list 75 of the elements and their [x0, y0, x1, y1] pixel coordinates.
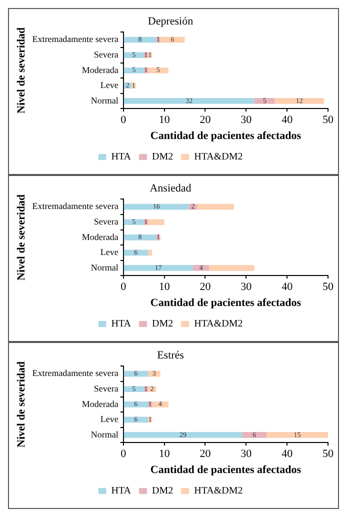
legend-label: HTA: [111, 486, 132, 497]
x-tick-label: 40: [282, 448, 294, 460]
y-tick-label: Normal: [90, 429, 119, 440]
bar: [124, 204, 189, 210]
bar: [124, 265, 193, 271]
bar: [124, 234, 156, 240]
bar: [124, 36, 156, 43]
chart-title: Ansiedad: [150, 182, 192, 194]
y-axis-title: Nivel de severidad: [15, 27, 28, 114]
legend-label: HTA: [111, 318, 132, 330]
x-tick-label: 20: [200, 281, 212, 294]
bar: [197, 204, 234, 210]
bar: [124, 219, 144, 226]
y-axis-title: Nivel de severidad: [15, 194, 28, 280]
bar: [124, 401, 148, 408]
x-axis-title: Cantidad de pacientes afectados: [150, 464, 302, 476]
legend-label: DM2: [152, 318, 174, 330]
x-tick-label: 0: [120, 448, 127, 460]
x-tick-label: 30: [240, 281, 252, 294]
x-tick-label: 30: [240, 114, 252, 126]
legend-label: DM2: [152, 486, 174, 497]
bar: [148, 219, 164, 226]
x-tick-label: 40: [282, 114, 294, 126]
x-tick-label: 10: [158, 448, 170, 460]
y-tick-label: Leve: [100, 247, 118, 258]
bar: [124, 386, 144, 392]
y-tick-label: Moderada: [82, 232, 118, 242]
x-tick-label: 10: [158, 281, 170, 294]
legend-label: HTA&DM2: [194, 318, 243, 330]
bar: [148, 67, 168, 74]
bar: [152, 401, 168, 408]
bar: [254, 98, 275, 104]
x-tick-label: 0: [120, 281, 127, 294]
bar: [124, 98, 254, 104]
x-tick-label: 20: [200, 448, 212, 460]
legend-label: DM2: [152, 152, 174, 163]
x-tick-label: 30: [240, 448, 252, 460]
bar: [124, 432, 242, 438]
bar: [124, 67, 144, 74]
chart-title: Estrés: [157, 349, 184, 362]
y-tick-label: Moderada: [82, 398, 118, 409]
x-tick-label: 20: [200, 114, 212, 126]
y-tick-label: Extremadamente severa: [32, 34, 118, 44]
x-tick-label: 40: [282, 281, 294, 294]
y-tick-label: Normal: [90, 262, 119, 272]
x-tick-label: 0: [120, 114, 127, 126]
y-tick-label: Moderada: [82, 64, 118, 75]
y-tick-label: Leve: [100, 414, 118, 424]
y-tick-label: Leve: [100, 80, 118, 90]
x-tick-label: 50: [322, 114, 334, 126]
x-axis-title: Cantidad de pacientes afectados: [150, 130, 302, 142]
bar: [209, 265, 254, 271]
legend-label: HTA&DM2: [194, 486, 243, 497]
x-tick-label: 50: [322, 448, 334, 460]
bar: [124, 52, 144, 58]
legend-label: HTA&DM2: [194, 152, 243, 163]
bar: [274, 98, 324, 104]
y-tick-label: Severa: [94, 216, 118, 226]
x-tick-label: 10: [158, 114, 170, 126]
y-tick-label: Severa: [94, 49, 118, 60]
bar: [266, 432, 328, 438]
y-tick-label: Extremadamente severa: [32, 201, 118, 212]
bar: [148, 250, 152, 256]
chart-title: Depresión: [148, 15, 194, 28]
x-axis-title: Cantidad de pacientes afectados: [150, 297, 302, 310]
bar: [160, 36, 185, 43]
y-axis-title: Nivel de severidad: [15, 361, 28, 448]
y-tick-label: Severa: [94, 383, 118, 394]
x-tick-label: 50: [322, 281, 334, 294]
bar: [242, 432, 267, 438]
y-tick-label: Normal: [90, 95, 119, 106]
bar: [192, 265, 210, 271]
legend-label: HTA: [111, 152, 132, 163]
bar: [124, 370, 148, 377]
y-tick-label: Extremadamente severa: [32, 368, 118, 378]
